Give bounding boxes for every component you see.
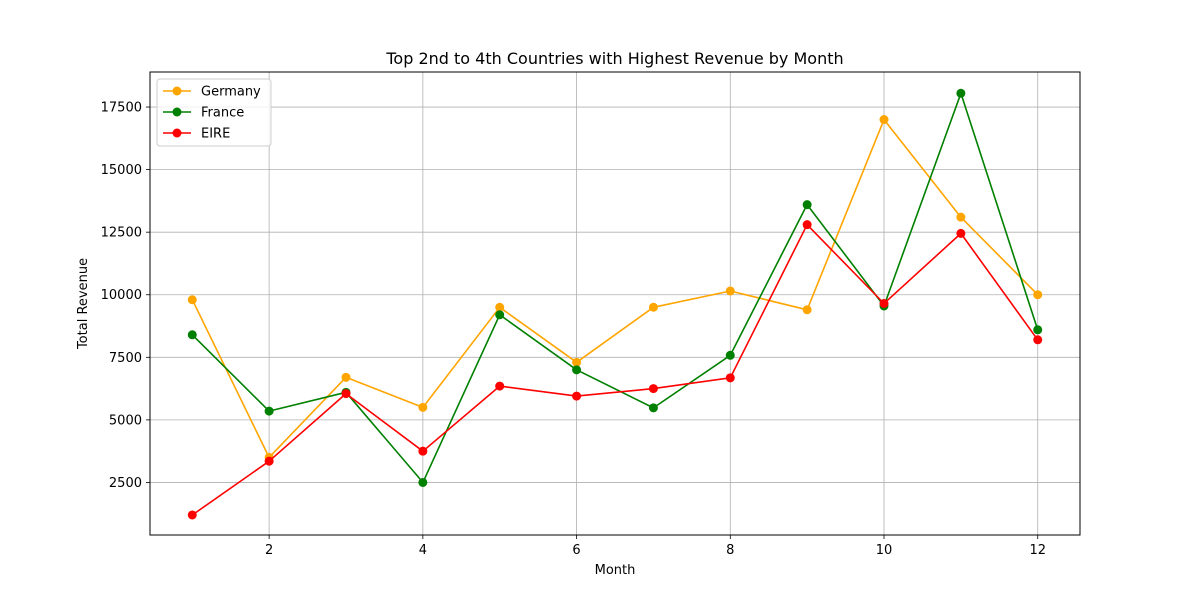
data-point-france	[264, 406, 274, 416]
data-point-eire	[725, 373, 735, 383]
data-point-france	[187, 330, 197, 340]
data-point-eire	[495, 381, 505, 391]
y-tick-label: 15000	[101, 163, 142, 178]
data-point-germany	[341, 372, 351, 382]
x-tick-label: 12	[1029, 543, 1046, 558]
data-point-france	[802, 200, 812, 210]
data-point-germany	[572, 357, 582, 367]
data-point-eire	[956, 228, 966, 238]
x-axis-ticks: 2 4 6 8 10 12	[265, 535, 1046, 558]
data-point-eire	[341, 389, 351, 399]
data-point-eire	[648, 384, 658, 394]
data-point-germany	[1033, 290, 1043, 300]
legend: Germany France EIRE	[156, 78, 272, 147]
y-axis-label: Total Revenue	[76, 258, 91, 350]
series-line-germany	[191, 118, 1039, 459]
y-tick-label: 17500	[101, 101, 142, 116]
data-point-germany	[802, 305, 812, 315]
data-point-eire	[418, 446, 428, 456]
data-point-france	[572, 365, 582, 375]
x-tick-label: 8	[726, 543, 734, 558]
data-point-germany	[725, 286, 735, 296]
series-layer	[187, 88, 1043, 520]
x-tick-label: 6	[572, 543, 580, 558]
plot-area-frame	[149, 71, 1081, 536]
legend-label-france: France	[201, 106, 244, 121]
data-point-eire	[879, 299, 889, 308]
data-point-eire	[572, 391, 582, 401]
legend-items: Germany France EIRE	[163, 85, 261, 142]
grid-lines	[150, 72, 1080, 535]
x-tick-label: 4	[419, 543, 427, 558]
data-point-germany	[956, 212, 966, 222]
y-tick-label: 10000	[101, 288, 142, 303]
legend-label-germany: Germany	[201, 85, 261, 100]
data-point-germany	[187, 295, 197, 305]
data-point-germany	[879, 115, 889, 125]
series-line-eire	[191, 223, 1039, 516]
x-tick-label: 2	[265, 543, 273, 558]
legend-box	[156, 78, 272, 147]
data-point-eire	[802, 220, 812, 230]
legend-marker-germany	[172, 86, 182, 96]
data-point-france	[495, 310, 505, 320]
y-tick-label: 5000	[109, 413, 142, 428]
data-point-germany	[495, 302, 505, 312]
y-tick-label: 2500	[109, 476, 142, 491]
data-point-france	[648, 403, 658, 413]
y-tick-label: 12500	[101, 226, 142, 241]
data-point-france	[725, 350, 735, 360]
legend-marker-eire	[172, 128, 182, 138]
data-point-france	[1033, 325, 1043, 335]
legend-marker-france	[172, 107, 182, 117]
chart-title: Top 2nd to 4th Countries with Highest Re…	[385, 49, 843, 68]
data-point-eire	[264, 456, 274, 466]
data-point-eire	[187, 510, 197, 520]
y-tick-label: 7500	[109, 351, 142, 366]
data-point-eire	[1033, 335, 1043, 345]
data-point-germany	[418, 402, 428, 412]
data-point-germany	[648, 302, 658, 312]
series-line-france	[191, 92, 1039, 484]
x-tick-label: 10	[876, 543, 893, 558]
legend-label-eire: EIRE	[201, 127, 230, 142]
x-axis-label: Month	[595, 563, 636, 578]
data-point-france	[418, 477, 428, 487]
y-axis-ticks: 2500 5000 7500 10000 12500 15000 17500	[101, 101, 150, 491]
data-point-france	[956, 88, 966, 98]
